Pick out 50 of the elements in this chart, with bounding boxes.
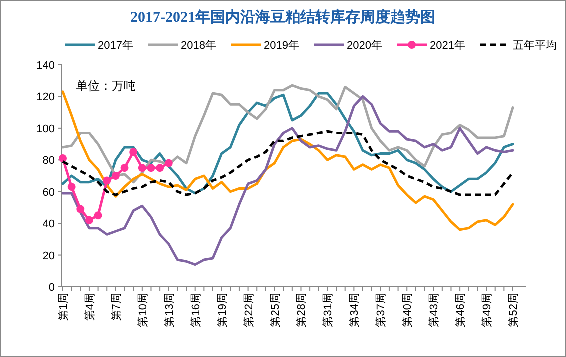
x-tick-label: 第49周: [482, 293, 494, 328]
x-tick-label: 第31周: [322, 293, 335, 328]
x-tick-label: 第16周: [190, 293, 202, 328]
point: [85, 216, 94, 224]
legend-label: 2020年: [347, 40, 382, 52]
x-tick-label: 第25周: [270, 293, 282, 328]
point: [76, 205, 85, 214]
y-tick-label: 80: [42, 155, 55, 168]
line-series: [62, 92, 514, 195]
x-tick-label: 第10周: [137, 293, 150, 328]
x-tick-label: 第1周: [58, 293, 70, 322]
legend-label: 2021年: [430, 40, 466, 52]
x-tick-label: 第7周: [110, 293, 123, 322]
annotation: 单位：万吨: [76, 79, 136, 93]
x-tick-label: 第52周: [508, 293, 520, 328]
legend-label: 2018年: [181, 40, 216, 52]
x-tick-label: 第40周: [402, 293, 414, 328]
point: [103, 176, 112, 185]
point: [112, 172, 120, 180]
line-series: [62, 90, 514, 232]
y-tick-label: 120: [36, 92, 55, 104]
point: [164, 159, 173, 168]
point: [147, 164, 156, 172]
y-tick-label: 60: [42, 186, 55, 199]
line-series: [62, 95, 514, 266]
y-tick-label: 0: [48, 282, 55, 294]
chart-title: 2017-2021年国内沿海豆粕结转库存周度趋势图: [130, 8, 436, 26]
x-tick-label: 第34周: [349, 293, 362, 328]
x-tick-label: 第37周: [376, 293, 388, 328]
legend-label: 2019年: [264, 40, 300, 52]
x-tick-label: 第43周: [428, 293, 441, 328]
y-tick-label: 100: [36, 123, 55, 136]
point: [156, 164, 164, 172]
x-tick-label: 第22周: [243, 293, 256, 328]
y-tick-label: 20: [42, 250, 55, 262]
point: [130, 148, 138, 156]
legend-label: 五年平均: [513, 40, 557, 52]
legend-label: 2017年: [98, 40, 134, 52]
y-tick-label: 40: [42, 218, 55, 231]
x-tick-label: 第28周: [296, 293, 308, 328]
point: [94, 212, 102, 220]
y-tick-label: 140: [36, 60, 55, 72]
point: [138, 164, 146, 172]
point: [120, 164, 129, 172]
x-tick-label: 第19周: [216, 293, 229, 328]
x-tick-label: 第46周: [455, 293, 468, 328]
point: [59, 154, 67, 163]
x-tick-label: 第13周: [164, 293, 176, 328]
x-tick-label: 第4周: [84, 293, 96, 322]
point: [68, 183, 76, 192]
